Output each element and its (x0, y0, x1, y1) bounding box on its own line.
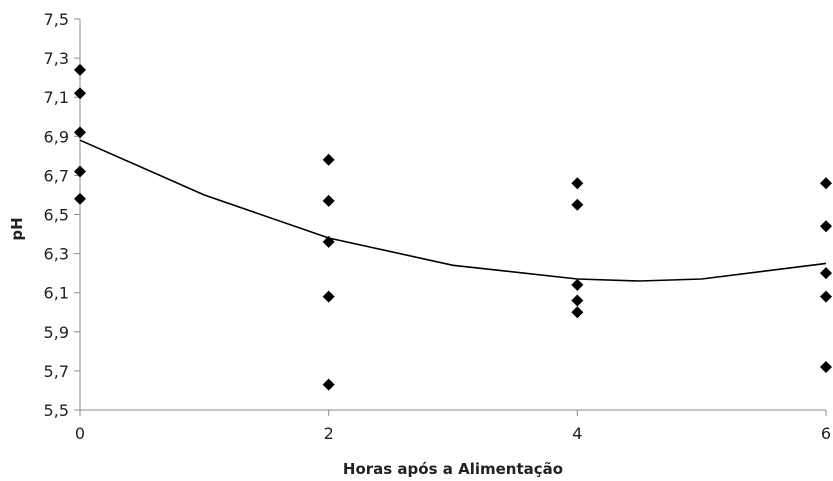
data-point (571, 294, 584, 307)
data-points (74, 63, 832, 391)
data-point (820, 267, 832, 280)
y-tick-label: 6,7 (44, 166, 69, 185)
x-axis-ticks: 0 2 4 6 (75, 410, 831, 443)
y-axis-ticks: 5,5 5,7 5,9 6,1 6,3 6,5 6,7 6,9 7,1 7,3 7,5 (44, 10, 80, 420)
y-tick-label: 7,3 (44, 49, 69, 68)
y-tick-label: 6,1 (44, 284, 69, 303)
y-tick-label: 5,5 (44, 401, 69, 420)
y-tick-label: 6,9 (44, 127, 69, 146)
data-point (820, 220, 832, 233)
data-point (571, 306, 584, 319)
y-tick-label: 6,3 (44, 245, 69, 264)
data-point (820, 177, 832, 190)
y-tick-label: 5,9 (44, 323, 69, 342)
data-point (820, 290, 832, 303)
x-tick-label: 2 (324, 424, 334, 443)
y-tick-label: 7,1 (44, 88, 69, 107)
data-point (571, 278, 584, 291)
x-tick-label: 6 (821, 424, 831, 443)
data-point (322, 290, 335, 303)
data-point (74, 87, 86, 100)
data-point (322, 378, 335, 391)
x-axis-title: Horas após a Alimentação (343, 460, 563, 478)
data-point (74, 192, 86, 205)
data-point (74, 165, 86, 178)
data-point (571, 198, 584, 211)
data-point (322, 235, 335, 248)
data-point (322, 194, 335, 207)
x-tick-label: 4 (572, 424, 582, 443)
x-tick-label: 0 (75, 424, 85, 443)
data-point (571, 177, 584, 190)
data-point (322, 153, 335, 166)
data-point (820, 360, 832, 373)
y-tick-label: 7,5 (44, 10, 69, 29)
trendline (79, 139, 827, 282)
y-tick-label: 5,7 (44, 362, 69, 381)
data-point (74, 63, 86, 76)
y-axis-title: pH (8, 217, 26, 240)
data-point (74, 126, 86, 139)
y-tick-label: 6,5 (44, 206, 69, 225)
